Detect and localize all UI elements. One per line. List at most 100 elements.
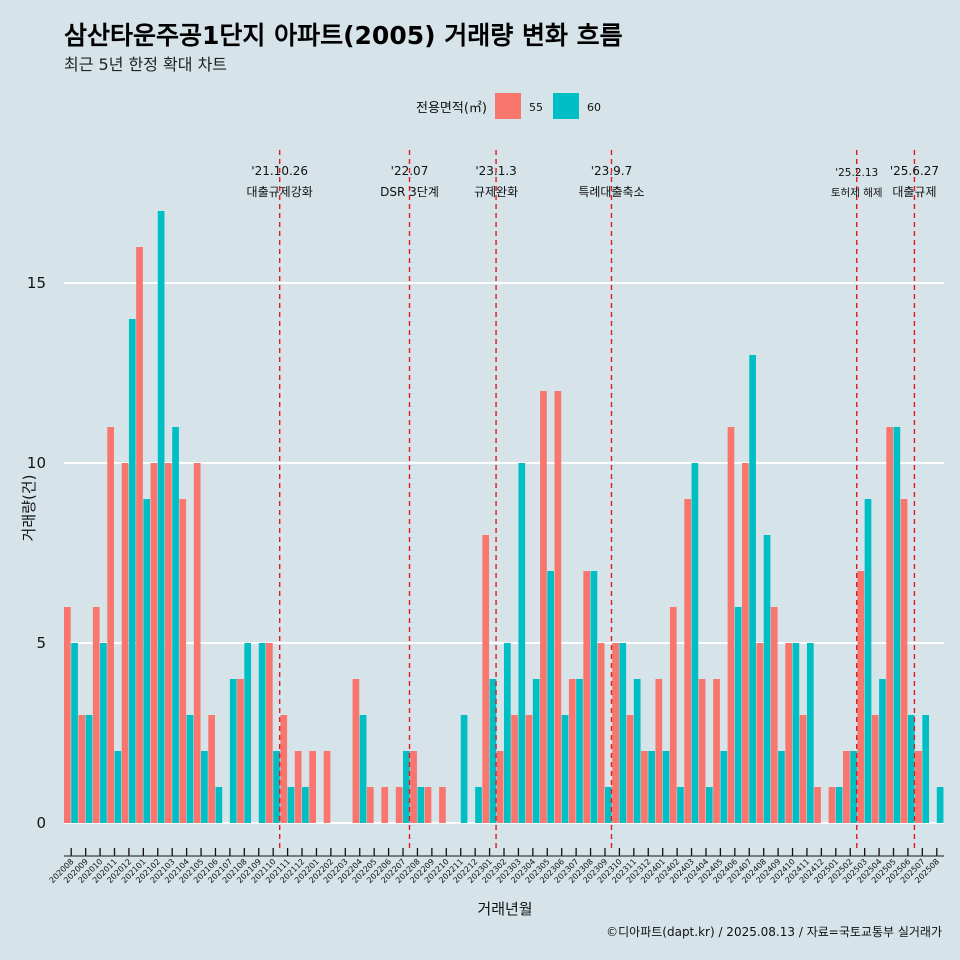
event-label: 대출규제강화 (247, 185, 313, 199)
chart-subtitle: 최근 5년 한정 확대 차트 (64, 55, 227, 74)
bar-60 (778, 751, 785, 823)
event-date: '23.1.3 (475, 164, 516, 178)
bar-55 (136, 247, 143, 823)
bar-55 (107, 427, 114, 823)
legend-swatch-55 (495, 93, 521, 119)
bar-60 (922, 715, 930, 823)
bar-55 (713, 679, 720, 823)
bar-55 (900, 499, 908, 823)
y-tick-label: 10 (27, 454, 46, 472)
bar-55 (698, 679, 706, 823)
x-axis: 2020082020092020102020112020122021012021… (48, 848, 944, 885)
event-annotations: '21.10.26 대출규제강화 '22.07 DSR 3단계 '23.1.3 규제완화 '… (247, 150, 939, 848)
bar-55 (208, 715, 215, 823)
bar-60 (359, 715, 367, 823)
bar-60 (907, 715, 915, 823)
bar-55 (612, 643, 619, 823)
bar-55 (366, 787, 374, 823)
bar-55 (857, 571, 865, 823)
bar-55 (525, 715, 533, 823)
bar-60 (936, 787, 944, 823)
bar-60 (302, 787, 309, 823)
bar-55 (179, 499, 187, 823)
bar-60 (518, 463, 526, 823)
bar-55 (727, 427, 735, 823)
bar-60 (763, 535, 771, 823)
event-date: '25.2.13 (835, 167, 878, 179)
bar-55 (482, 535, 490, 823)
bar-60 (561, 715, 569, 823)
bar-55 (410, 751, 417, 823)
y-tick-label: 5 (36, 634, 46, 652)
bar-60 (215, 787, 223, 823)
bar-55 (554, 391, 562, 823)
bar-55 (828, 787, 836, 823)
event-date: '23.9.7 (591, 164, 632, 178)
x-axis-title: 거래년월 (477, 900, 532, 918)
bar-60 (720, 751, 728, 823)
bar-55 (237, 679, 244, 823)
bar-55 (294, 751, 302, 823)
bar-55 (756, 643, 764, 823)
bar-55 (626, 715, 634, 823)
bar-60 (489, 679, 497, 823)
event-label: DSR 3단계 (380, 185, 439, 199)
bar-55 (655, 679, 663, 823)
bar-55 (886, 427, 894, 823)
event-date: '25.6.27 (890, 164, 939, 178)
bar-55 (770, 607, 778, 823)
bar-60 (619, 643, 627, 823)
bar-60 (835, 787, 843, 823)
bar-60 (850, 751, 857, 823)
bar-60 (143, 499, 151, 823)
bar-55 (92, 607, 100, 823)
bar-60 (258, 643, 266, 823)
bar-55 (381, 787, 389, 823)
bar-60 (273, 751, 280, 823)
bar-60 (287, 787, 295, 823)
legend-title: 전용면적(㎡) (416, 101, 487, 116)
bar-55 (323, 751, 331, 823)
bar-60 (547, 571, 554, 823)
bar-60 (691, 463, 699, 823)
bar-55 (540, 391, 547, 823)
bar-55 (785, 643, 793, 823)
bar-60 (71, 643, 78, 823)
bar-60 (244, 643, 252, 823)
legend-swatch-60 (553, 93, 579, 119)
legend: 전용면적(㎡) 55 60 (416, 93, 601, 119)
bar-60 (879, 679, 886, 823)
bar-60 (157, 211, 165, 823)
bar-55 (511, 715, 518, 823)
bar-60 (201, 751, 208, 823)
event-label: 토허제 해제 (831, 186, 883, 199)
bar-55 (121, 463, 129, 823)
bar-55 (583, 571, 591, 823)
bar-55 (915, 751, 922, 823)
bar-55 (193, 463, 201, 823)
event-date: '22.07 (391, 164, 429, 178)
bar-60 (85, 715, 93, 823)
event-date: '21.10.26 (251, 164, 308, 178)
bar-60 (100, 643, 107, 823)
bar-60 (648, 751, 655, 823)
bar-55 (280, 715, 288, 823)
bar-60 (229, 679, 237, 823)
chart-title: 삼산타운주공1단지 아파트(2005) 거래량 변화 흐름 (64, 21, 623, 50)
bar-55 (669, 607, 677, 823)
chart-caption: ©디아파트(dapt.kr) / 2025.08.13 / 자료=국토교통부 실… (606, 925, 942, 939)
event-label: 특례대출축소 (578, 185, 644, 199)
y-axis-ticks: 0 5 10 15 (27, 274, 46, 832)
legend-label-60: 60 (587, 101, 601, 114)
bar-55 (814, 787, 821, 823)
bar-60 (128, 319, 136, 823)
bar-55 (684, 499, 692, 823)
bars (64, 211, 944, 823)
bar-60 (186, 715, 194, 823)
bar-55 (64, 607, 71, 823)
bar-60 (864, 499, 872, 823)
bar-55 (496, 751, 504, 823)
bar-60 (532, 679, 540, 823)
bar-55 (641, 751, 648, 823)
